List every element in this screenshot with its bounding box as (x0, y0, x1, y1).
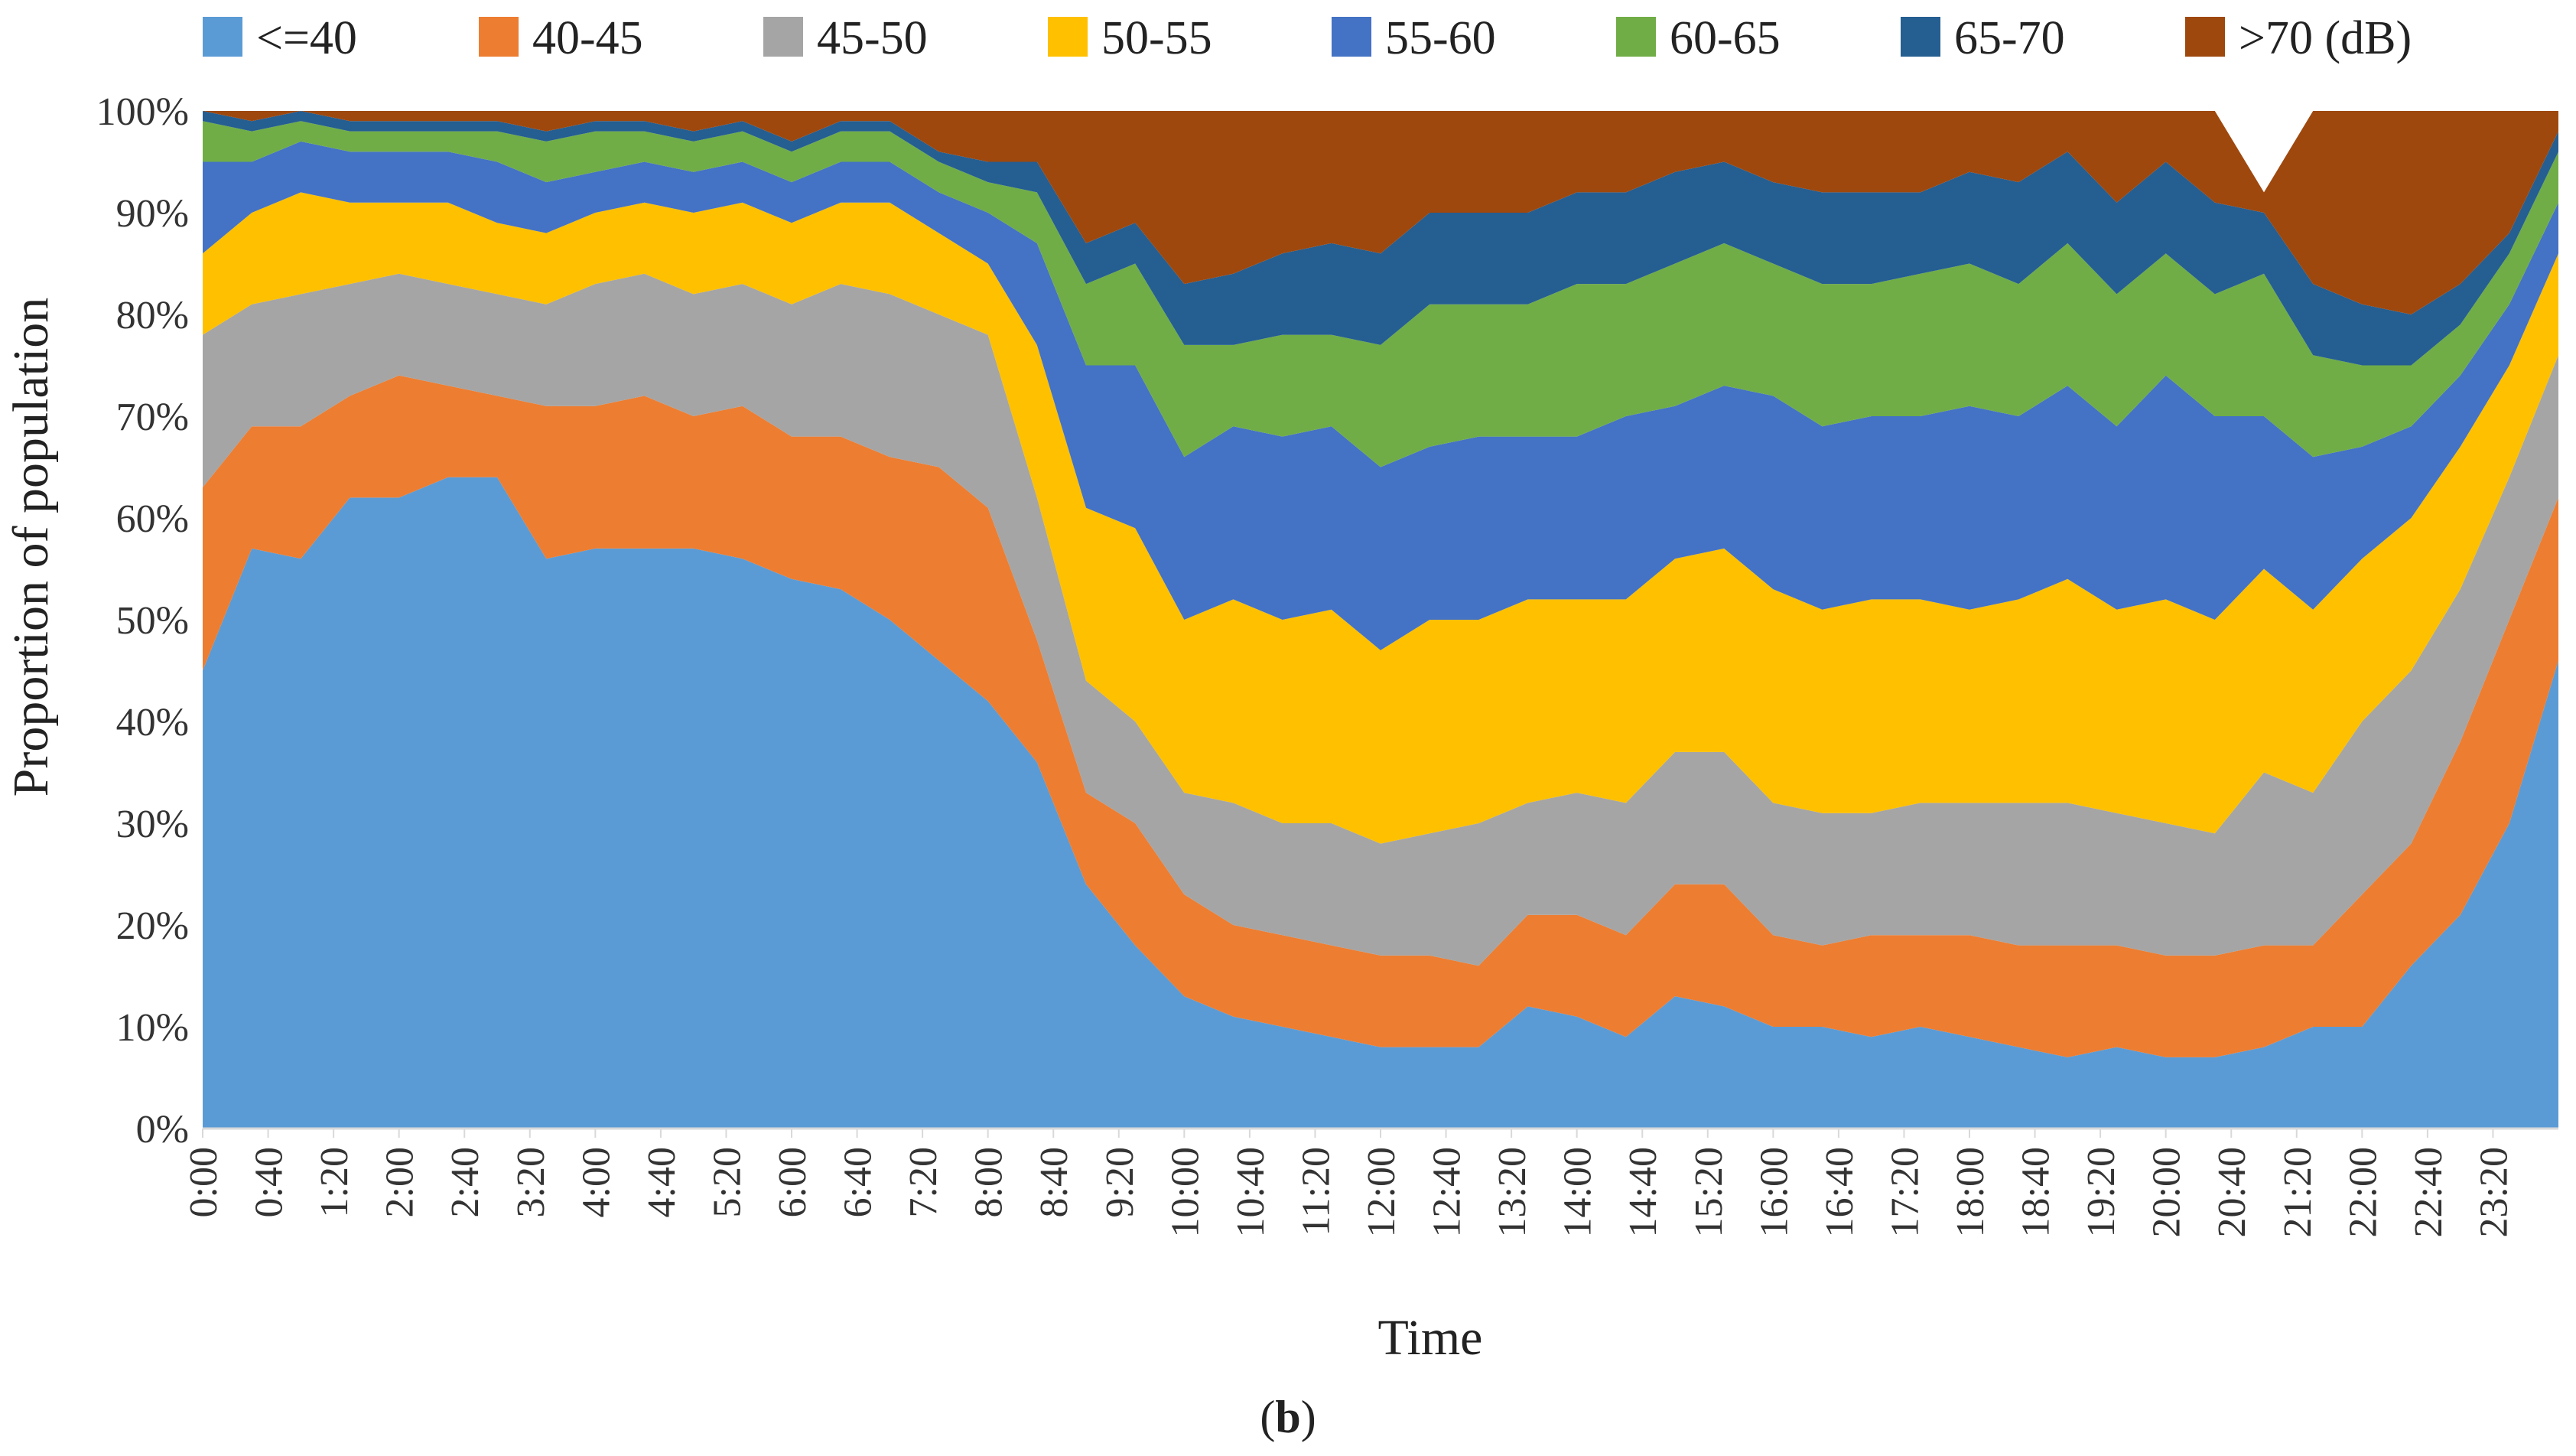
x-tick-label: 20:40 (2210, 1147, 2254, 1237)
x-tick-label: 10:00 (1163, 1147, 1207, 1237)
caption-open: ( (1260, 1392, 1275, 1442)
y-tick-label: 40% (116, 701, 189, 744)
area-series-7 (203, 111, 2558, 314)
area-series-4 (203, 141, 2558, 650)
caption-letter: b (1275, 1392, 1300, 1442)
legend-label: 45-50 (817, 12, 928, 64)
x-tick-label: 13:20 (1491, 1147, 1534, 1237)
y-tick-label: 60% (116, 497, 189, 541)
x-tick-label: 18:40 (2015, 1147, 2058, 1237)
legend-swatch (1901, 17, 1940, 57)
legend-label: 60-65 (1670, 12, 1781, 64)
y-tick-label: 100% (96, 90, 189, 134)
y-axis: 0% 10% 20% 30% 40% 50% 60% 70% 80% 90% 100% (96, 90, 189, 1151)
x-tick-label: 14:00 (1556, 1147, 1600, 1237)
area-series-5 (203, 121, 2558, 467)
y-tick-label: 0% (136, 1108, 189, 1151)
area-series-6 (203, 111, 2558, 366)
legend-swatch (1616, 17, 1656, 57)
y-tick-label: 90% (116, 192, 189, 236)
x-axis: 0:00 0:40 1:20 2:00 2:40 3:20 4:00 4:40 5:20 6:00… (182, 1127, 2558, 1237)
figure-caption: (b) (1260, 1392, 1316, 1442)
legend-label: >70 (dB) (2239, 12, 2412, 64)
area-series-1 (203, 375, 2558, 1057)
legend-swatch (1048, 17, 1088, 57)
caption-close: ) (1301, 1392, 1316, 1442)
legend-label: 50-55 (1101, 12, 1212, 64)
x-tick-label: 17:20 (1883, 1147, 1927, 1237)
x-tick-label: 4:40 (640, 1147, 684, 1217)
area-series-3 (203, 192, 2558, 844)
x-tick-label: 18:00 (1949, 1147, 1992, 1237)
area-series-0 (203, 477, 2558, 1129)
x-tick-label: 6:40 (837, 1147, 880, 1217)
x-tick-label: 2:40 (444, 1147, 487, 1217)
x-tick-label: 22:40 (2407, 1147, 2451, 1237)
legend-label: <=40 (256, 12, 357, 64)
y-tick-label: 30% (116, 803, 189, 846)
y-tick-label: 10% (116, 1006, 189, 1050)
x-tick-label: 7:20 (902, 1147, 945, 1217)
x-tick-label: 10:40 (1229, 1147, 1273, 1237)
x-tick-label: 2:00 (379, 1147, 422, 1217)
legend-swatch (2185, 17, 2225, 57)
x-tick-label: 19:20 (2080, 1147, 2123, 1237)
x-tick-label: 16:40 (1818, 1147, 1862, 1237)
legend-label: 55-60 (1385, 12, 1496, 64)
legend-label: 40-45 (532, 12, 643, 64)
y-tick-label: 20% (116, 904, 189, 948)
y-tick-label: 50% (116, 599, 189, 643)
legend-swatch (479, 17, 519, 57)
x-tick-label: 5:20 (705, 1147, 749, 1217)
x-tick-label: 23:20 (2472, 1147, 2516, 1237)
x-tick-label: 0:40 (248, 1147, 291, 1217)
y-tick-label: 70% (116, 396, 189, 439)
legend-swatch (1332, 17, 1371, 57)
x-tick-label: 0:00 (182, 1147, 226, 1217)
y-tick-label: 80% (116, 294, 189, 337)
x-tick-label: 8:40 (1033, 1147, 1076, 1217)
legend-swatch (203, 17, 242, 57)
x-tick-label: 11:20 (1294, 1147, 1338, 1236)
area-series-2 (203, 273, 2558, 966)
plot-area (203, 111, 2558, 1129)
y-axis-title: Proportion of population (3, 298, 59, 797)
x-tick-label: 12:00 (1360, 1147, 1403, 1237)
chart-legend: <=40 40-45 45-50 50-55 55-60 60-65 65-70 >70 (d… (203, 12, 2412, 64)
x-tick-label: 14:40 (1621, 1147, 1665, 1237)
legend-label: 65-70 (1954, 12, 2065, 64)
x-tick-label: 4:00 (574, 1147, 618, 1217)
x-tick-label: 12:40 (1426, 1147, 1469, 1237)
x-axis-title: Time (1378, 1310, 1483, 1366)
x-tick-label: 9:20 (1098, 1147, 1142, 1217)
x-tick-label: 3:20 (509, 1147, 553, 1217)
x-tick-label: 20:00 (2145, 1147, 2189, 1237)
x-tick-label: 8:00 (968, 1147, 1011, 1217)
x-tick-label: 16:00 (1752, 1147, 1796, 1237)
x-tick-label: 6:00 (771, 1147, 815, 1217)
x-tick-label: 15:20 (1687, 1147, 1731, 1237)
legend-swatch (763, 17, 803, 57)
x-tick-label: 21:20 (2276, 1147, 2320, 1237)
x-tick-label: 1:20 (313, 1147, 356, 1217)
x-tick-label: 22:00 (2341, 1147, 2385, 1237)
